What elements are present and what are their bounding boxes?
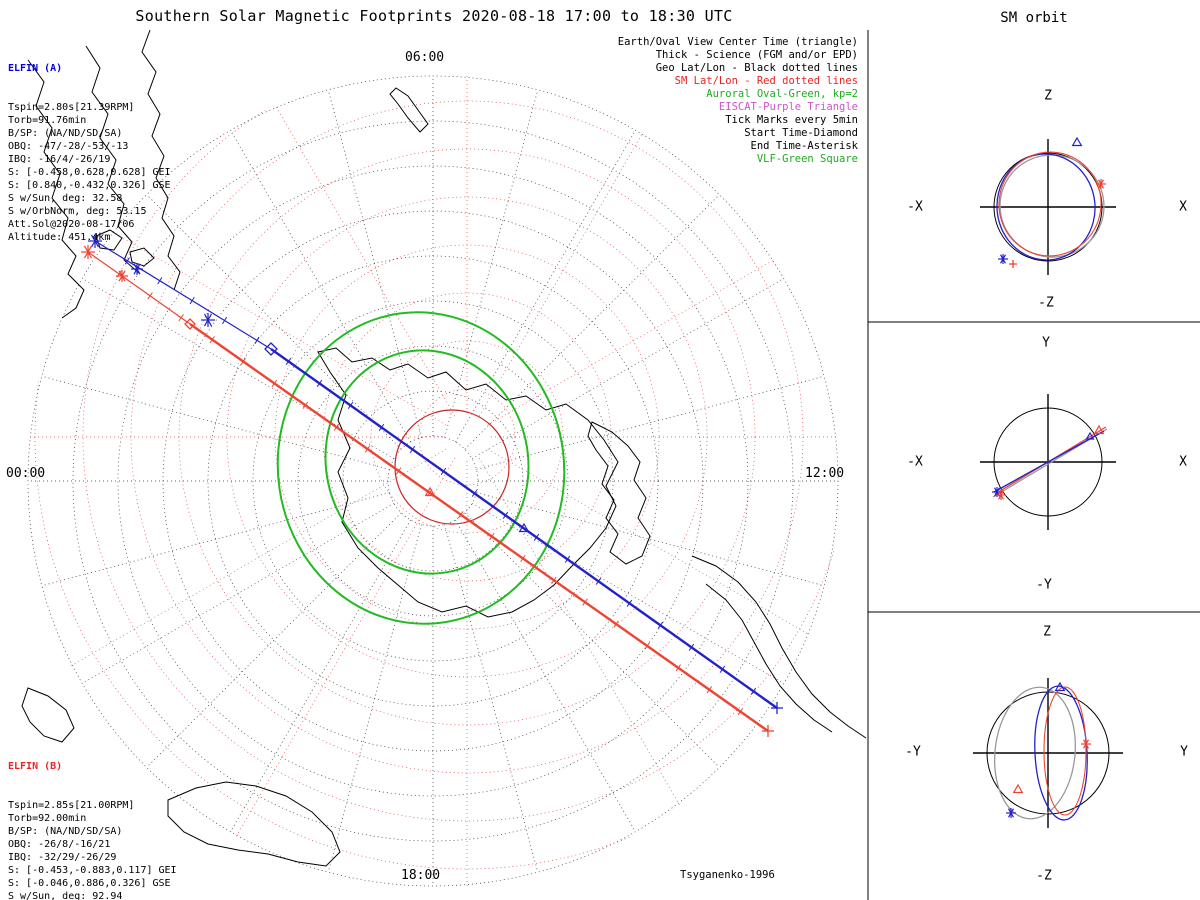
elfin-b-info-line: Tspin=2.85s[21.00RPM] — [8, 800, 135, 811]
panel-dividers — [867, 30, 1200, 900]
footer: Tsyganenko-1996 Created: Tue Jan 24 07:4… — [680, 835, 889, 900]
elfin-b-info-line: IBQ: -32/29/-26/29 — [8, 852, 117, 863]
orbit-axis-label: Y — [1042, 335, 1050, 351]
orbit-panels — [973, 136, 1123, 828]
elfin-a-info-line: S w/OrbNorm, deg: 53.15 — [8, 206, 147, 217]
elfin-b-header: ELFIN (B) — [8, 761, 63, 772]
clock-label-0600: 06:00 — [405, 50, 445, 65]
elfin-a-info-line: S: [0.840,-0.432,0.326] GSE — [8, 180, 171, 191]
elfin-a-info-line: Tspin=2.80s[21.39RPM] — [8, 102, 135, 113]
elfin-a-lines: Tspin=2.80s[21.39RPM] Torb=91.76min B/SP: … — [8, 101, 171, 244]
coastlines — [21, 29, 867, 867]
orbit-axis-label: -Z — [1036, 868, 1052, 884]
elfin-a-footprint — [88, 234, 783, 714]
auroral-ovals — [276, 311, 566, 625]
orbit-axis-label: Y — [1180, 744, 1188, 760]
elfin-a-header: ELFIN (A) — [8, 63, 63, 74]
orbit-axis-label: -Y — [905, 744, 921, 760]
elfin-b-info-line: Torb=92.00min — [8, 813, 87, 824]
elfin-b-info-line: S: [-0.046,0.886,0.326] GSE — [8, 878, 171, 889]
orbit-axis-label: Z — [1043, 624, 1051, 640]
elfin-b-info-block: ELFIN (B) Tspin=2.85s[21.00RPM] Torb=92.0… — [8, 734, 177, 900]
elfin-b-info-line: OBQ: -26/8/-16/21 — [8, 839, 111, 850]
elfin-b-info-line: B/SP: (NA/ND/SD/SA) — [8, 826, 123, 837]
legend-item: End Time-Asterisk — [750, 140, 858, 152]
legend-item: Earth/Oval View Center Time (triangle) — [617, 36, 858, 48]
clock-label-1200: 12:00 — [805, 466, 845, 481]
orbit-panel-title: SM orbit — [1000, 10, 1068, 26]
clock-label-0000: 00:00 — [6, 466, 46, 481]
legend-item: EISCAT-Purple Triangle — [718, 101, 858, 113]
elfin-b-info-line: S: [-0.453,-0.883,0.117] GEI — [8, 865, 177, 876]
elfin-a-info-line: S: [-0.458,0.628,0.628] GEI — [8, 167, 171, 178]
legend-item: Geo Lat/Lon - Black dotted lines — [655, 62, 858, 74]
page-title: Southern Solar Magnetic Footprints 2020-… — [135, 7, 733, 25]
elfin-a-info-block: ELFIN (A) Tspin=2.80s[21.39RPM] Torb=91.7… — [8, 36, 171, 257]
orbit-panel-2 — [973, 678, 1123, 828]
orbit-axis-label: X — [1179, 199, 1187, 215]
elfin-a-info-line: IBQ: -16/4/-26/19 — [8, 154, 111, 165]
orbit-axis-label: -X — [907, 199, 923, 215]
legend-item: Start Time-Diamond — [744, 127, 858, 139]
clock-label-1800: 18:00 — [401, 868, 441, 883]
elfin-a-info-line: S w/Sun, deg: 32.58 — [8, 193, 123, 204]
legend-item: Auroral Oval-Green, kp=2 — [706, 88, 858, 100]
orbit-axis-label: -X — [907, 454, 923, 470]
elfin-a-info-line: Att.Sol@2020-08-17/06 — [8, 219, 135, 230]
orbit-axis-label: -Y — [1036, 577, 1052, 593]
orbit-panel-1 — [980, 394, 1116, 530]
legend-item: VLF-Green Square — [756, 153, 858, 165]
footprint-tracks — [81, 234, 783, 737]
orbit-axis-label: X — [1179, 454, 1187, 470]
orbit-axis-label: Z — [1044, 88, 1052, 104]
legend-item: Thick - Science (FGM and/or EPD) — [655, 49, 858, 61]
elfin-b-lines: Tspin=2.85s[21.00RPM] Torb=92.00min B/SP: … — [8, 799, 177, 900]
elfin-a-info-line: Torb=91.76min — [8, 115, 87, 126]
orbit-axis-label: -Z — [1038, 295, 1054, 311]
legend-item: SM Lat/Lon - Red dotted lines — [674, 75, 858, 87]
legend-item: Tick Marks every 5min — [725, 114, 858, 126]
legend: Earth/Oval View Center Time (triangle) Th… — [618, 36, 858, 166]
elfin-a-info-line: B/SP: (NA/ND/SD/SA) — [8, 128, 123, 139]
elfin-b-footprint — [81, 245, 774, 737]
elfin-a-info-line: Altitude: 451.4km — [8, 232, 111, 243]
orbit-panel-0 — [980, 136, 1116, 275]
elfin-b-info-line: S w/Sun, deg: 92.94 — [8, 891, 123, 900]
elfin-a-info-line: OBQ: -47/-28/-53/-13 — [8, 141, 129, 152]
model-label: Tsyganenko-1996 — [680, 869, 775, 881]
